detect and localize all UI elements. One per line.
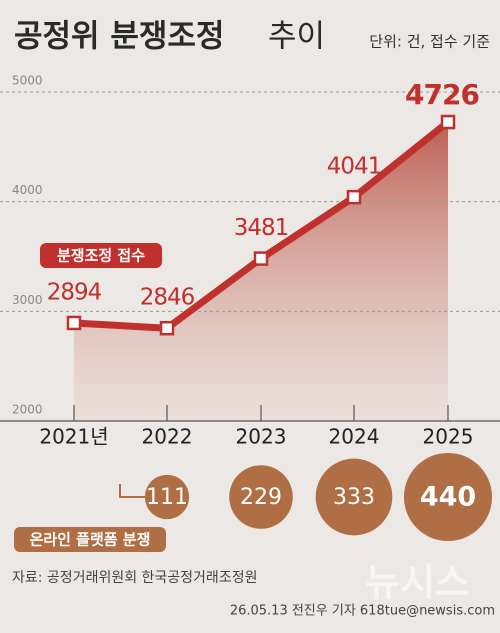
y-tick-label: 2000 — [12, 403, 43, 417]
x-tick-label: 2024 — [329, 425, 380, 449]
credit: 26.05.13 전진우 기자 618tue@newsis.com — [230, 604, 495, 619]
x-tick-label: 2021년 — [39, 425, 108, 449]
bubble — [144, 474, 190, 520]
chart-title-light: 추이 — [268, 19, 325, 55]
bubble — [403, 452, 493, 542]
legend-box — [40, 243, 162, 268]
source: 자료: 공정거래위원회 한국공정거래조정원 — [12, 570, 257, 586]
legend-box — [14, 527, 166, 552]
y-tick-label: 5000 — [12, 74, 43, 88]
x-tick-label: 2022 — [142, 425, 193, 449]
data-label: 2894 — [47, 279, 102, 305]
chart-title: 공정위 분쟁조정 — [14, 19, 224, 55]
bubble — [315, 458, 393, 536]
legend-label: 분쟁조정 접수 — [57, 247, 145, 265]
unit-note: 단위: 건, 접수 기준 — [369, 33, 490, 51]
legend-item: 온라인 플랫폼 분쟁 — [14, 527, 166, 552]
legend-label: 온라인 플랫폼 분쟁 — [30, 531, 151, 549]
x-tick-label: 2023 — [236, 425, 287, 449]
data-label: 2846 — [140, 285, 195, 311]
point-marker — [346, 189, 362, 205]
point-marker — [66, 315, 82, 331]
data-label: 4041 — [327, 154, 382, 180]
point-marker — [159, 320, 175, 336]
point-marker — [253, 251, 269, 266]
point-marker — [440, 114, 456, 130]
bubble-label: 111 — [146, 485, 188, 510]
bubble — [229, 465, 293, 529]
data-label: 4726 — [405, 78, 479, 111]
bubble-label: 229 — [240, 485, 282, 510]
bubble-label: 333 — [333, 485, 375, 510]
connector — [119, 484, 145, 498]
legend-item: 분쟁조정 접수 — [40, 243, 162, 268]
data-label: 3481 — [234, 215, 289, 241]
y-tick-label: 4000 — [12, 183, 43, 197]
x-tick-label: 2025 — [423, 425, 474, 449]
y-tick-label: 3000 — [12, 293, 43, 307]
watermark: 뉴시스 — [365, 561, 470, 605]
bubble-label: 440 — [420, 482, 476, 513]
